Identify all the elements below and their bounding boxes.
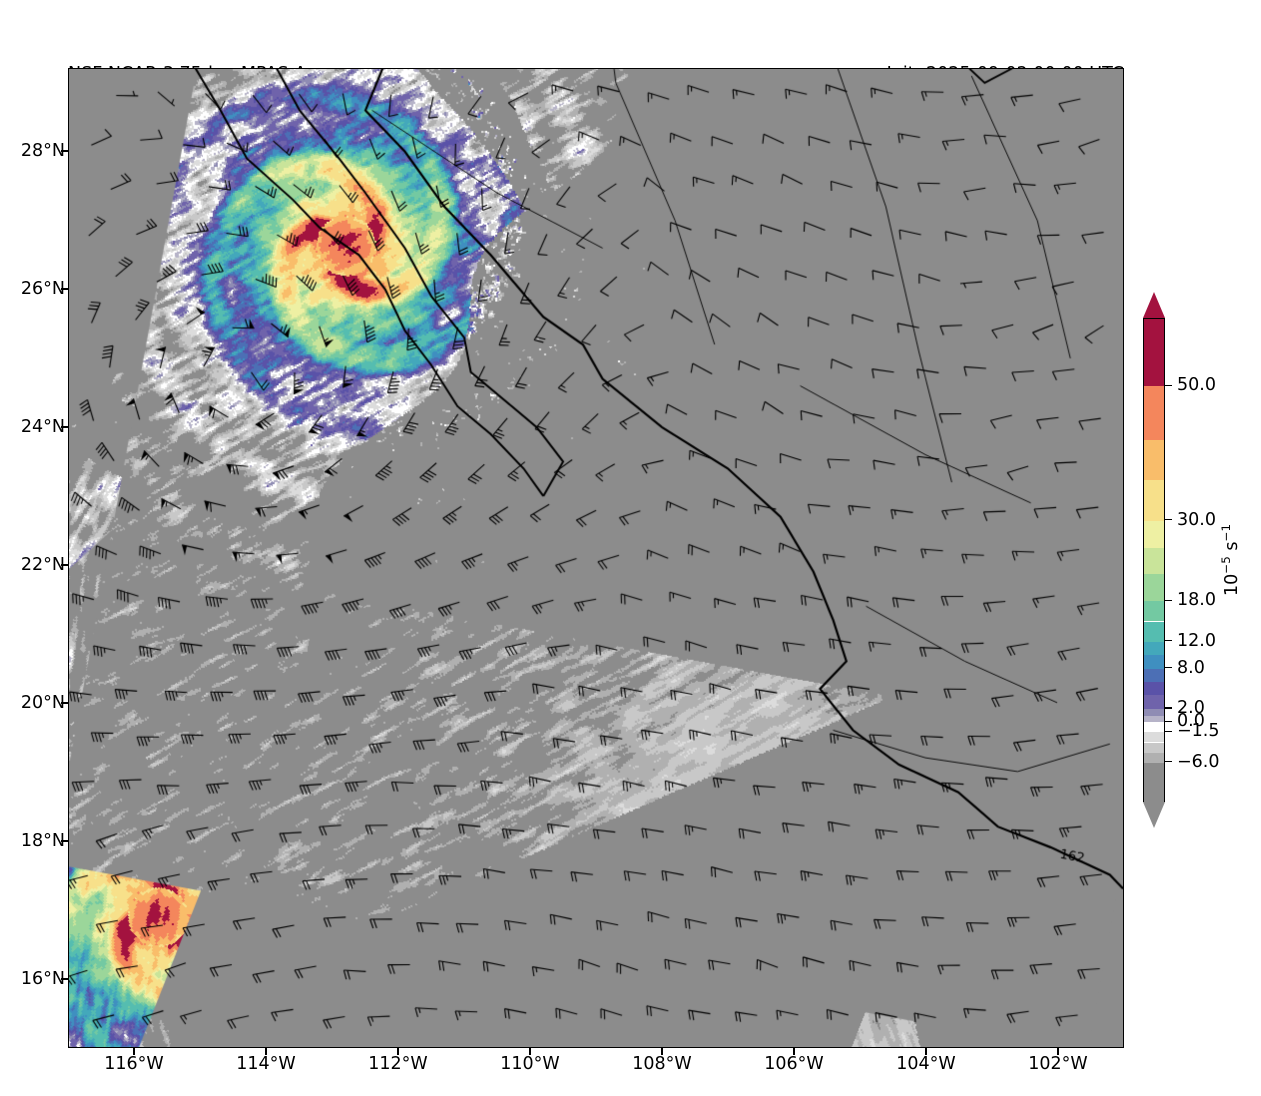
colorbar-band [1144, 574, 1164, 602]
colorbar-tick-label: 12.0 [1177, 630, 1216, 651]
y-tick-label: 24°N [20, 416, 65, 437]
x-tick-mark [265, 1048, 267, 1055]
y-tick-mark [61, 564, 68, 566]
x-tick-label: 114°W [236, 1054, 296, 1074]
y-tick-label: 28°N [20, 140, 65, 161]
y-tick-label: 22°N [20, 554, 65, 575]
colorbar-band [1144, 655, 1164, 669]
colorbar: −6.0 −1.5 0.0 2.0 8.0 12.0 18.0 30.0 50.0 [1143, 292, 1220, 828]
colorbar-tick-label: 2.0 [1177, 697, 1205, 718]
colorbar-band [1144, 480, 1164, 521]
colorbar-band [1144, 547, 1164, 575]
colorbar-band [1144, 668, 1164, 682]
x-tick-label: 102°W [1028, 1054, 1088, 1074]
colorbar-gradient [1143, 318, 1165, 803]
y-tick-label: 26°N [20, 278, 65, 299]
x-tick-mark [661, 1048, 663, 1055]
colorbar-tick-label: 0.0 [1177, 711, 1205, 732]
x-tick-label: 104°W [896, 1054, 956, 1074]
colorbar-tick-label: −6.0 [1177, 751, 1220, 772]
colorbar-tick-label: 8.0 [1177, 657, 1205, 678]
x-tick-mark [133, 1048, 135, 1055]
colorbar-tick-label: 18.0 [1177, 590, 1216, 611]
colorbar-band [1144, 601, 1164, 622]
colorbar-tick-mark [1165, 599, 1172, 601]
map-plot-area [68, 68, 1124, 1048]
y-tick-label: 16°N [20, 968, 65, 989]
colorbar-band [1144, 520, 1164, 548]
colorbar-tick-mark [1165, 666, 1172, 669]
colorbar-band [1144, 752, 1164, 763]
y-tick-mark [61, 288, 68, 290]
colorbar-band [1144, 708, 1164, 716]
vorticity-heatmap-canvas [69, 69, 1123, 1047]
cb-label-mid: s [1222, 541, 1242, 557]
colorbar-tick-mark [1165, 720, 1172, 722]
colorbar-band [1144, 715, 1164, 723]
colorbar-band [1144, 732, 1164, 743]
colorbar-tick-label: 30.0 [1177, 509, 1216, 530]
colorbar-tick-mark [1165, 384, 1172, 386]
y-tick-mark [61, 150, 68, 152]
x-tick-label: 110°W [500, 1054, 560, 1074]
colorbar-band [1144, 722, 1164, 733]
colorbar-axis-label: 10−5 s−1 [1219, 523, 1242, 597]
colorbar-band [1144, 641, 1164, 656]
colorbar-band [1144, 319, 1164, 387]
cb-label-exp2: −1 [1219, 523, 1234, 542]
y-tick-label: 18°N [20, 830, 65, 851]
colorbar-band [1144, 762, 1164, 803]
x-tick-label: 116°W [104, 1054, 164, 1074]
x-tick-mark [1057, 1048, 1059, 1055]
colorbar-band [1144, 440, 1164, 481]
colorbar-tick-label: −1.5 [1177, 721, 1220, 742]
x-tick-label: 108°W [632, 1054, 692, 1074]
colorbar-tick-mark [1165, 761, 1172, 763]
y-tick-mark [61, 426, 68, 428]
colorbar-tick-label: 50.0 [1177, 375, 1216, 396]
colorbar-tick-mark [1165, 707, 1172, 709]
x-tick-mark [925, 1048, 927, 1055]
cb-label-pre: 10 [1222, 573, 1242, 597]
colorbar-band [1144, 386, 1164, 440]
colorbar-tick-mark [1165, 640, 1172, 642]
x-tick-mark [397, 1048, 399, 1055]
colorbar-band [1144, 621, 1164, 642]
colorbar-tick-mark [1165, 519, 1172, 521]
colorbar-band [1144, 695, 1164, 709]
colorbar-extend-max-arrow [1143, 292, 1165, 318]
colorbar-extend-min-arrow [1143, 802, 1165, 828]
y-tick-label: 20°N [20, 692, 65, 713]
colorbar-tick-mark [1165, 730, 1172, 733]
colorbar-band [1144, 682, 1164, 696]
x-tick-mark [793, 1048, 795, 1055]
y-tick-mark [61, 840, 68, 842]
x-tick-label: 112°W [368, 1054, 428, 1074]
cb-label-exp1: −5 [1219, 556, 1234, 574]
colorbar-band [1144, 742, 1164, 753]
x-tick-mark [529, 1048, 531, 1055]
x-tick-label: 106°W [764, 1054, 824, 1074]
y-tick-mark [61, 978, 68, 980]
y-tick-mark [61, 702, 68, 704]
